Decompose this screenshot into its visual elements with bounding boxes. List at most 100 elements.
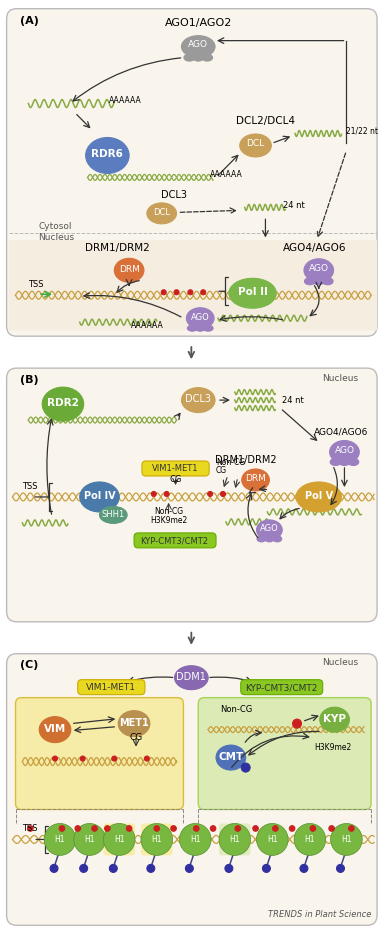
Circle shape [310, 826, 316, 831]
Text: DCL2/DCL4: DCL2/DCL4 [236, 116, 295, 125]
Text: DRM: DRM [119, 265, 140, 274]
Text: SHH1: SHH1 [102, 510, 125, 519]
Text: DCL3: DCL3 [185, 394, 211, 404]
Circle shape [289, 826, 295, 831]
Circle shape [126, 826, 132, 831]
Ellipse shape [273, 536, 282, 542]
Circle shape [349, 826, 354, 831]
Circle shape [80, 756, 85, 761]
Circle shape [210, 826, 216, 831]
Text: Non-CG: Non-CG [154, 507, 183, 517]
Text: KYP: KYP [323, 714, 346, 724]
Circle shape [300, 864, 308, 872]
Ellipse shape [182, 388, 215, 413]
Ellipse shape [257, 520, 282, 540]
Circle shape [294, 824, 326, 856]
Text: TSS: TSS [22, 483, 38, 491]
Ellipse shape [320, 707, 349, 732]
Circle shape [154, 826, 159, 831]
Text: DDM1: DDM1 [176, 672, 206, 682]
FancyBboxPatch shape [134, 533, 216, 548]
Circle shape [241, 763, 250, 772]
Ellipse shape [339, 459, 350, 465]
Text: 21/22 nt: 21/22 nt [346, 126, 378, 135]
Circle shape [74, 824, 105, 856]
Ellipse shape [203, 325, 213, 332]
Text: DCL: DCL [153, 208, 170, 217]
Ellipse shape [240, 134, 271, 157]
FancyBboxPatch shape [7, 368, 377, 622]
Text: H1: H1 [84, 835, 95, 844]
Text: AAAAAA: AAAAAA [109, 96, 142, 105]
Ellipse shape [322, 277, 333, 285]
FancyBboxPatch shape [15, 698, 183, 810]
Circle shape [208, 491, 212, 497]
Text: H1: H1 [55, 835, 65, 844]
Circle shape [103, 824, 135, 856]
Circle shape [262, 864, 271, 872]
Text: H1: H1 [114, 835, 125, 844]
Ellipse shape [118, 711, 150, 737]
Text: AGO: AGO [188, 40, 208, 50]
Ellipse shape [348, 459, 359, 465]
Circle shape [272, 826, 278, 831]
Circle shape [253, 826, 258, 831]
Ellipse shape [80, 482, 119, 512]
Text: AGO: AGO [334, 446, 354, 455]
Circle shape [171, 826, 176, 831]
Ellipse shape [182, 35, 215, 58]
Text: MET1: MET1 [119, 717, 149, 728]
Ellipse shape [330, 459, 341, 465]
Ellipse shape [187, 307, 214, 329]
Text: H1: H1 [341, 835, 352, 844]
Ellipse shape [147, 203, 176, 224]
FancyBboxPatch shape [9, 240, 377, 331]
Circle shape [174, 290, 179, 295]
Text: Pol II: Pol II [238, 288, 267, 297]
Ellipse shape [330, 441, 359, 463]
Text: DCL: DCL [247, 139, 265, 148]
Text: (B): (B) [21, 375, 39, 385]
Text: DRM: DRM [245, 474, 266, 484]
Circle shape [147, 864, 155, 872]
Circle shape [185, 864, 194, 872]
Ellipse shape [175, 666, 208, 689]
Text: 24 nt: 24 nt [283, 201, 305, 210]
FancyBboxPatch shape [7, 654, 377, 926]
FancyBboxPatch shape [7, 8, 377, 336]
Text: (A): (A) [21, 16, 39, 25]
Ellipse shape [99, 506, 127, 523]
Text: CG: CG [216, 466, 227, 475]
Ellipse shape [195, 325, 205, 332]
Ellipse shape [229, 278, 276, 308]
Ellipse shape [193, 54, 204, 61]
Ellipse shape [39, 716, 71, 743]
Text: Pol IV: Pol IV [84, 491, 115, 501]
Text: AGO1/AGO2: AGO1/AGO2 [164, 18, 232, 28]
FancyBboxPatch shape [142, 461, 209, 476]
Circle shape [141, 824, 173, 856]
Ellipse shape [296, 482, 341, 512]
FancyBboxPatch shape [141, 824, 173, 856]
Text: AAAAAA: AAAAAA [130, 320, 163, 330]
Text: Pol V: Pol V [305, 491, 333, 501]
Circle shape [161, 290, 166, 295]
FancyBboxPatch shape [78, 680, 145, 695]
Text: Non-CG: Non-CG [220, 705, 252, 715]
Text: KYP-CMT3/CMT2: KYP-CMT3/CMT2 [140, 536, 209, 545]
Ellipse shape [216, 745, 246, 770]
Text: Cytosol: Cytosol [38, 222, 72, 231]
Ellipse shape [114, 259, 144, 282]
Text: DRM1/DRM2: DRM1/DRM2 [85, 244, 150, 253]
Circle shape [27, 826, 33, 831]
Ellipse shape [202, 54, 212, 61]
Ellipse shape [313, 277, 324, 285]
Circle shape [337, 864, 344, 872]
Text: CG: CG [129, 733, 143, 743]
Circle shape [92, 826, 97, 831]
Text: Nucleus: Nucleus [322, 658, 358, 667]
Circle shape [329, 826, 334, 831]
Text: Nucleus: Nucleus [322, 374, 358, 383]
Text: AGO4/AGO6: AGO4/AGO6 [314, 428, 369, 436]
Text: (C): (C) [21, 659, 39, 670]
